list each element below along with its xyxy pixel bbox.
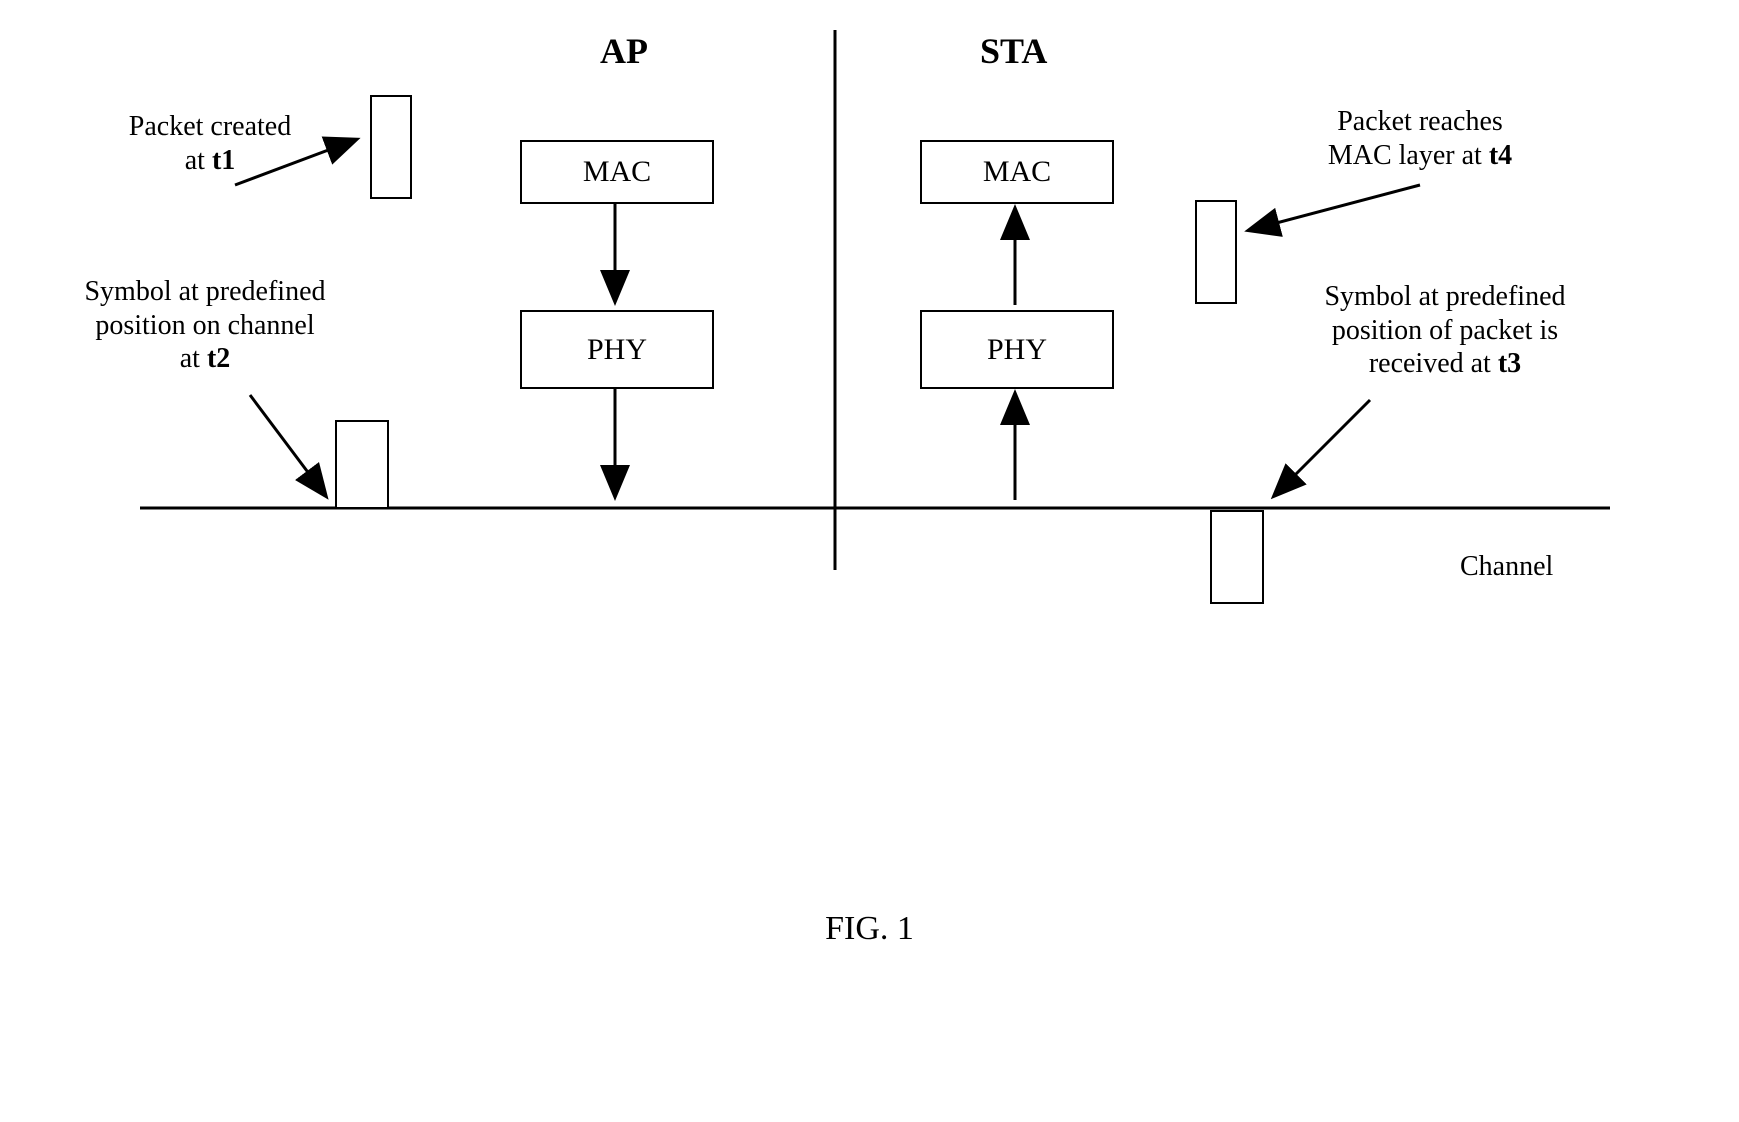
box-sta-mac: MAC [920, 140, 1114, 204]
label-t1-line2-prefix: at [185, 145, 212, 176]
label-t3-line1: Symbol at predefined [1324, 281, 1565, 312]
label-t2-line2: position on channel [95, 310, 314, 341]
label-t2-line3-prefix: at [180, 343, 207, 374]
label-t2: Symbol at predefined position on channel… [50, 275, 360, 376]
label-t1-bold: t1 [212, 145, 235, 176]
label-t3-line3-prefix: received at [1369, 348, 1498, 379]
box-ap-phy: PHY [520, 310, 714, 389]
smallbox-t1 [370, 95, 412, 199]
header-sta: STA [980, 30, 1047, 72]
label-t1: Packet created at t1 [85, 110, 335, 177]
header-ap: AP [600, 30, 648, 72]
smallbox-t3 [1210, 510, 1264, 604]
label-t3-line2: position of packet is [1332, 315, 1558, 346]
smallbox-t2 [335, 420, 389, 509]
smallbox-t4 [1195, 200, 1237, 304]
box-sta-phy: PHY [920, 310, 1114, 389]
figure-caption: FIG. 1 [0, 910, 1739, 948]
svg-arrows-group [235, 140, 1420, 500]
label-t4-bold: t4 [1489, 140, 1512, 171]
label-t2-bold: t2 [207, 343, 230, 374]
label-t4-line2-prefix: MAC layer at [1328, 140, 1489, 171]
label-channel: Channel [1460, 550, 1553, 584]
box-ap-mac: MAC [520, 140, 714, 204]
label-t3: Symbol at predefined position of packet … [1280, 280, 1610, 381]
label-t4-line1: Packet reaches [1337, 106, 1503, 137]
diagram-canvas: AP STA MAC PHY MAC PHY Packet created at… [0, 0, 1739, 1122]
label-t2-line1: Symbol at predefined [84, 276, 325, 307]
label-t3-bold: t3 [1498, 348, 1521, 379]
label-t1-line1: Packet created [129, 111, 291, 142]
label-t4: Packet reaches MAC layer at t4 [1280, 105, 1560, 172]
